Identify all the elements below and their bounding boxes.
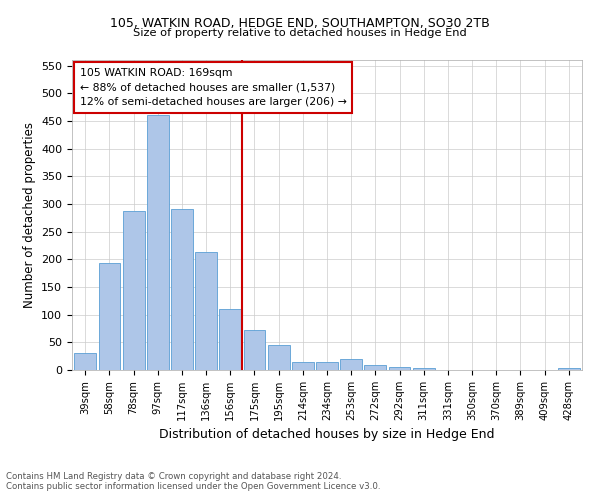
Bar	[268, 344, 290, 370]
Bar	[123, 210, 145, 370]
Y-axis label: Number of detached properties: Number of detached properties	[23, 122, 35, 308]
Bar	[413, 368, 434, 370]
Text: 105 WATKIN ROAD: 169sqm
← 88% of detached houses are smaller (1,537)
12% of semi: 105 WATKIN ROAD: 169sqm ← 88% of detache…	[80, 68, 347, 108]
Bar	[292, 362, 314, 370]
Bar	[74, 354, 96, 370]
Text: Contains public sector information licensed under the Open Government Licence v3: Contains public sector information licen…	[6, 482, 380, 491]
Bar	[389, 367, 410, 370]
Text: Size of property relative to detached houses in Hedge End: Size of property relative to detached ho…	[133, 28, 467, 38]
Text: 105, WATKIN ROAD, HEDGE END, SOUTHAMPTON, SO30 2TB: 105, WATKIN ROAD, HEDGE END, SOUTHAMPTON…	[110, 18, 490, 30]
Bar	[220, 309, 241, 370]
Bar	[340, 359, 362, 370]
Bar	[364, 365, 386, 370]
Bar	[316, 362, 338, 370]
Bar	[98, 263, 121, 370]
X-axis label: Distribution of detached houses by size in Hedge End: Distribution of detached houses by size …	[159, 428, 495, 442]
Bar	[147, 116, 169, 370]
Bar	[244, 330, 265, 370]
Bar	[195, 252, 217, 370]
Bar	[171, 209, 193, 370]
Bar	[558, 368, 580, 370]
Text: Contains HM Land Registry data © Crown copyright and database right 2024.: Contains HM Land Registry data © Crown c…	[6, 472, 341, 481]
